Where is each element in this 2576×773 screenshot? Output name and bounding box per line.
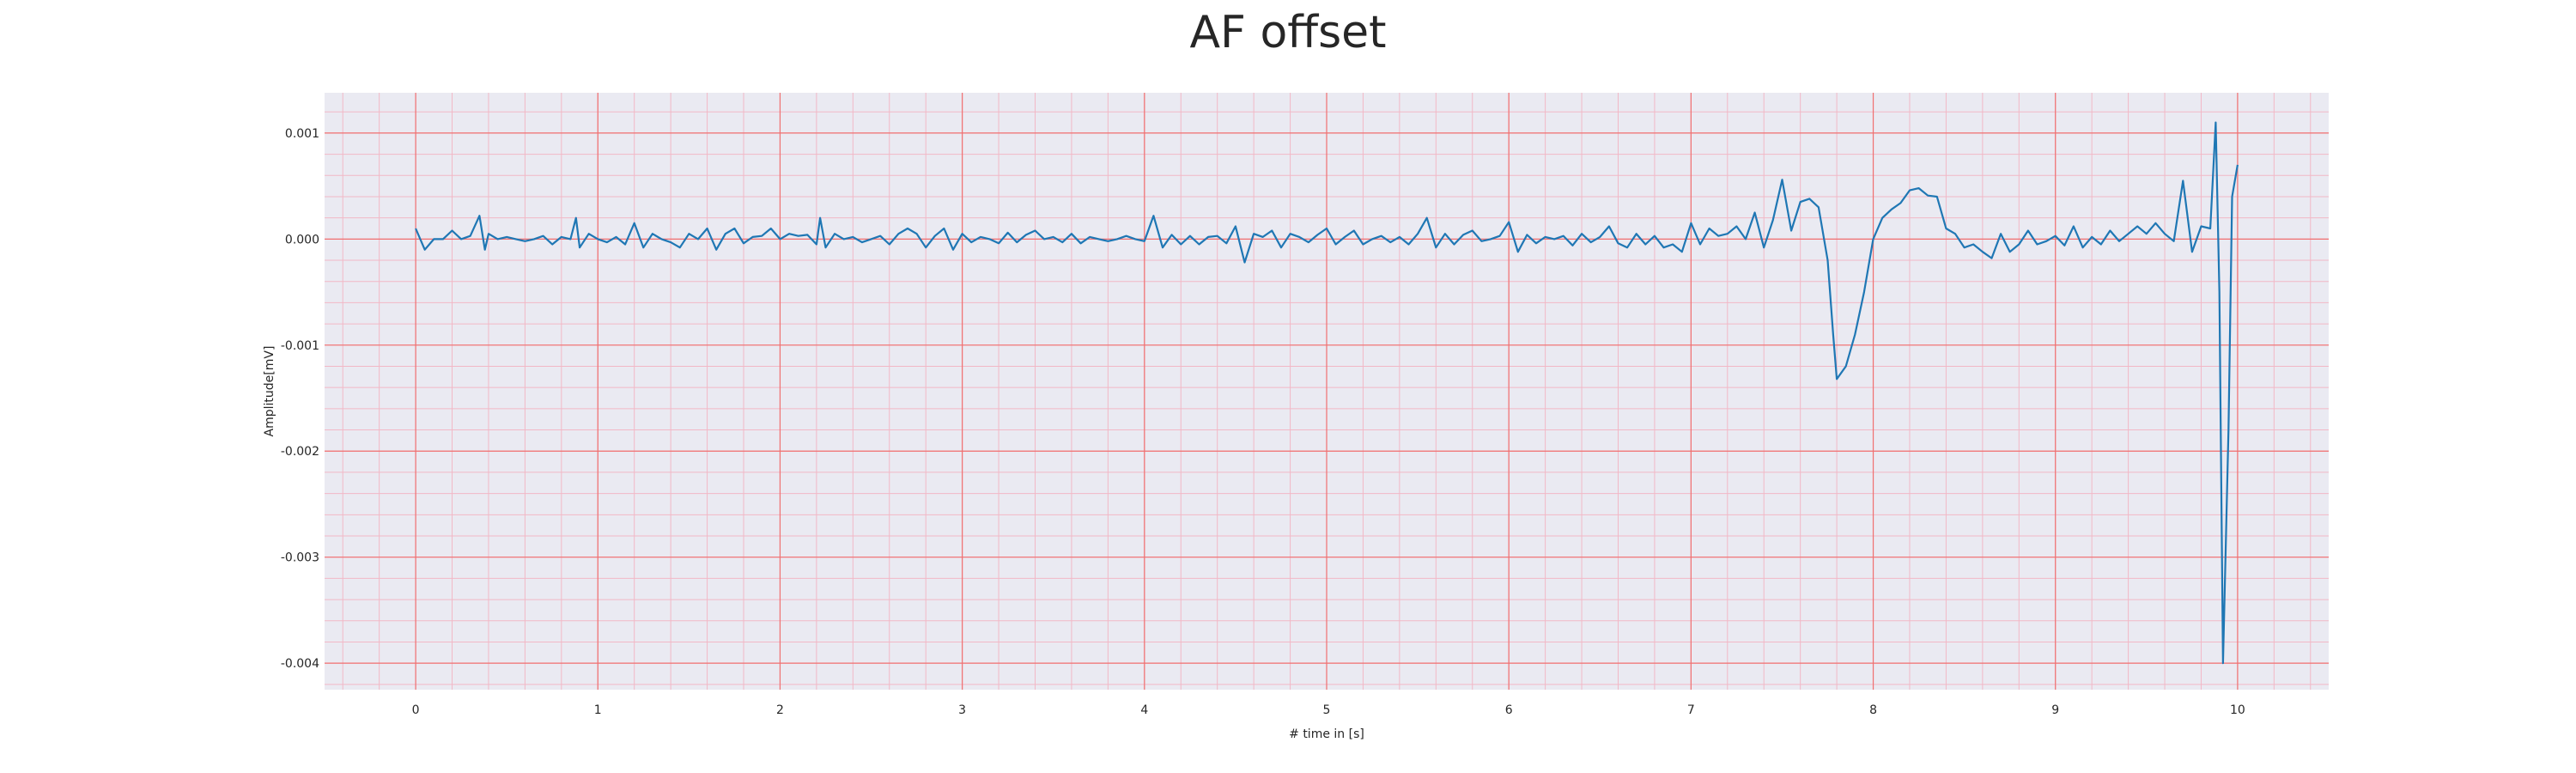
x-tick-label: 9 xyxy=(2051,703,2059,717)
x-axis-label: # time in [s] xyxy=(1289,727,1364,741)
x-tick-label: 8 xyxy=(1869,703,1877,717)
x-tick-label: 1 xyxy=(594,703,602,717)
x-tick-label: 4 xyxy=(1140,703,1148,717)
y-tick-label: -0.002 xyxy=(281,445,319,459)
x-tick-label: 2 xyxy=(776,703,784,717)
y-tick-label: -0.001 xyxy=(281,339,319,353)
x-tick-label: 0 xyxy=(412,703,420,717)
y-tick-label: -0.003 xyxy=(281,551,319,565)
x-tick-label: 3 xyxy=(958,703,966,717)
y-tick-label: 0.001 xyxy=(285,127,319,141)
x-tick-label: 10 xyxy=(2230,703,2245,717)
x-tick-label: 6 xyxy=(1505,703,1513,717)
x-tick-label: 7 xyxy=(1687,703,1695,717)
y-axis-ticks: 0.001 0.000 -0.001 -0.002 -0.003 -0.004 xyxy=(281,127,319,671)
series-line xyxy=(415,121,2239,665)
y-tick-label: 0.000 xyxy=(285,233,319,247)
chart-title: AF offset xyxy=(1189,7,1387,58)
x-tick-label: 5 xyxy=(1323,703,1331,717)
y-axis-label: Amplitude[mV] xyxy=(263,346,276,437)
major-grid xyxy=(325,93,2329,690)
x-axis-ticks: 0 1 2 3 4 5 6 7 8 9 10 xyxy=(412,703,2245,717)
y-tick-label: -0.004 xyxy=(281,657,319,671)
